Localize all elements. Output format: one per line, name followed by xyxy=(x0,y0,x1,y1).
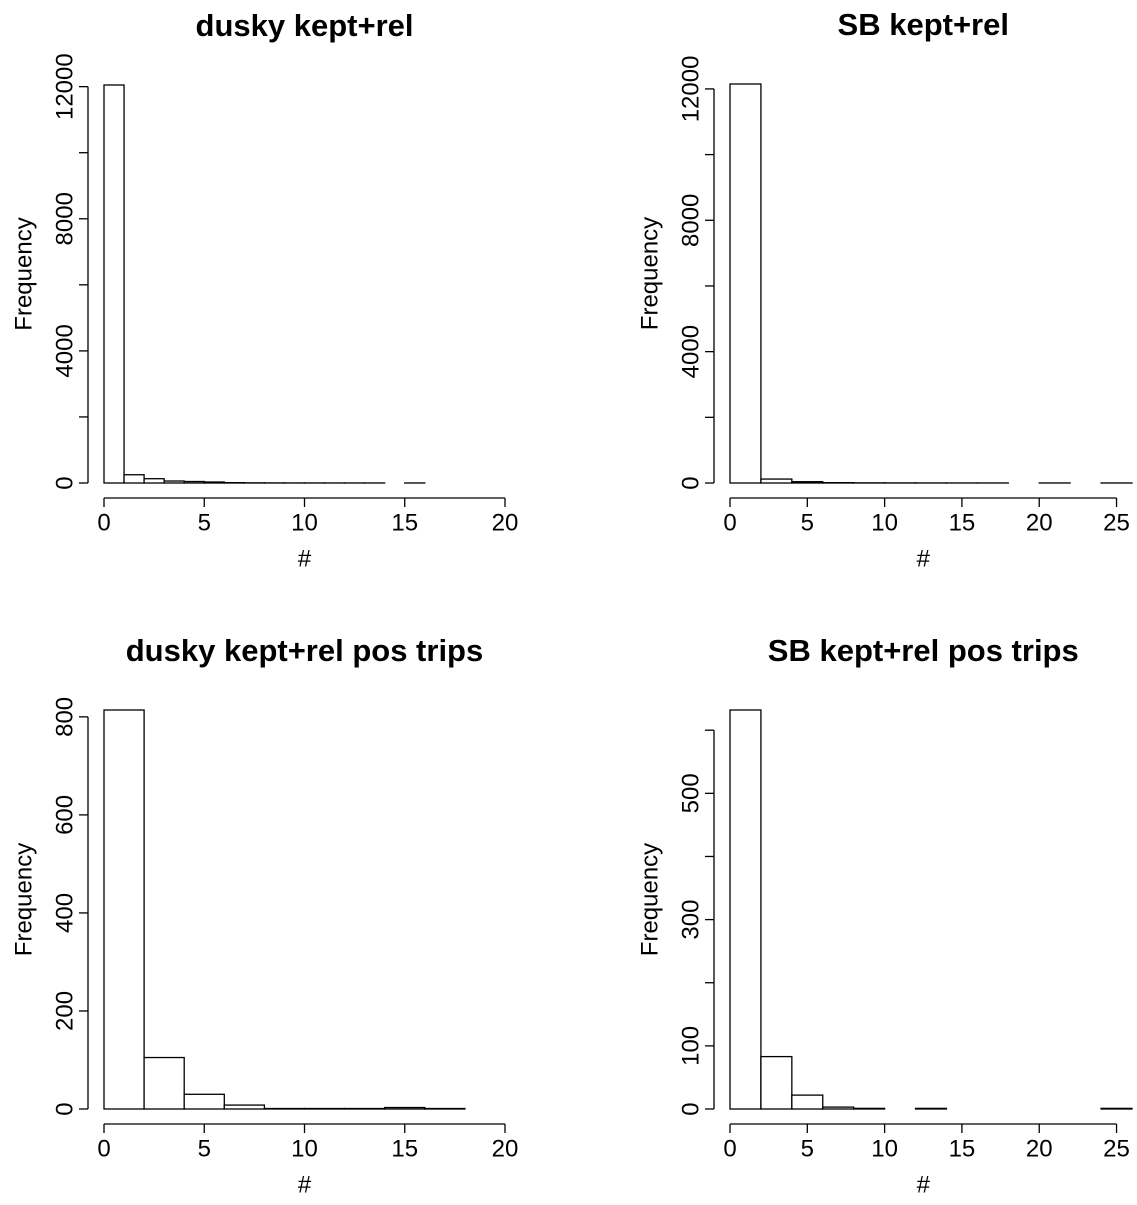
x-tick-label: 15 xyxy=(391,1135,418,1162)
y-tick-label: 8000 xyxy=(51,192,78,245)
bar xyxy=(822,1106,855,1110)
y-tick-label: 0 xyxy=(51,476,78,489)
x-tick-label: 20 xyxy=(492,509,519,536)
bar xyxy=(729,709,762,1110)
x-tick-label: 15 xyxy=(949,509,976,536)
y-tick-label: 400 xyxy=(51,893,78,933)
x-tick-label: 15 xyxy=(391,509,418,536)
y-tick-label: 800 xyxy=(51,697,78,737)
y-tick-label: 12000 xyxy=(677,56,704,123)
x-tick-label: 0 xyxy=(97,509,110,536)
bar xyxy=(760,478,793,484)
chart-title: dusky kept+rel pos trips xyxy=(126,633,483,668)
x-tick-label: 25 xyxy=(1103,1135,1130,1162)
x-tick-label: 0 xyxy=(723,1135,736,1162)
bar xyxy=(760,1055,793,1110)
x-axis-label: # xyxy=(917,1171,931,1198)
bar xyxy=(143,478,165,484)
bar xyxy=(384,1106,426,1110)
x-tick-label: 5 xyxy=(801,509,814,536)
x-tick-label: 10 xyxy=(871,1135,898,1162)
chart-title: SB kept+rel xyxy=(838,7,1009,42)
bar xyxy=(103,709,145,1110)
chart-title: dusky kept+rel xyxy=(196,8,414,43)
x-tick-label: 10 xyxy=(871,509,898,536)
bar xyxy=(123,474,145,484)
bar xyxy=(1100,1107,1133,1110)
x-tick-label: 25 xyxy=(1103,509,1130,536)
bar xyxy=(223,1104,266,1110)
x-tick-label: 20 xyxy=(1026,1135,1053,1162)
bar xyxy=(163,480,185,484)
y-tick-label: 200 xyxy=(51,991,78,1031)
y-tick-label: 100 xyxy=(677,1026,704,1066)
x-axis-label: # xyxy=(917,545,931,572)
x-tick-label: 0 xyxy=(97,1135,110,1162)
y-tick-label: 0 xyxy=(51,1102,78,1115)
x-axis-label: # xyxy=(298,1171,312,1198)
y-tick-label: 500 xyxy=(677,773,704,813)
bar xyxy=(729,83,762,484)
y-tick-label: 8000 xyxy=(677,194,704,247)
y-tick-label: 4000 xyxy=(51,324,78,377)
bar xyxy=(143,1056,185,1110)
y-axis-label: Frequency xyxy=(10,217,37,330)
x-tick-label: 15 xyxy=(949,1135,976,1162)
bar xyxy=(183,480,205,484)
y-axis-label: Frequency xyxy=(10,843,37,956)
bar xyxy=(203,481,225,484)
x-tick-label: 20 xyxy=(492,1135,519,1162)
chart-title: SB kept+rel pos trips xyxy=(768,633,1079,668)
bar xyxy=(183,1093,225,1110)
x-tick-label: 20 xyxy=(1026,509,1053,536)
y-tick-label: 12000 xyxy=(51,53,78,120)
bar xyxy=(791,481,824,484)
bar xyxy=(853,1107,886,1110)
x-axis-label: # xyxy=(298,545,312,572)
x-tick-label: 5 xyxy=(198,509,211,536)
bar xyxy=(914,1107,948,1110)
x-tick-label: 10 xyxy=(291,509,318,536)
y-axis-label: Frequency xyxy=(636,217,663,330)
y-tick-label: 0 xyxy=(677,476,704,489)
x-tick-label: 5 xyxy=(801,1135,814,1162)
y-tick-label: 600 xyxy=(51,795,78,835)
bar xyxy=(103,84,125,484)
x-tick-label: 10 xyxy=(291,1135,318,1162)
y-tick-label: 4000 xyxy=(677,325,704,378)
x-tick-label: 5 xyxy=(198,1135,211,1162)
bar xyxy=(791,1094,824,1110)
y-axis-label: Frequency xyxy=(636,843,663,956)
y-tick-label: 0 xyxy=(677,1102,704,1115)
x-tick-label: 0 xyxy=(723,509,736,536)
y-tick-label: 300 xyxy=(677,900,704,940)
